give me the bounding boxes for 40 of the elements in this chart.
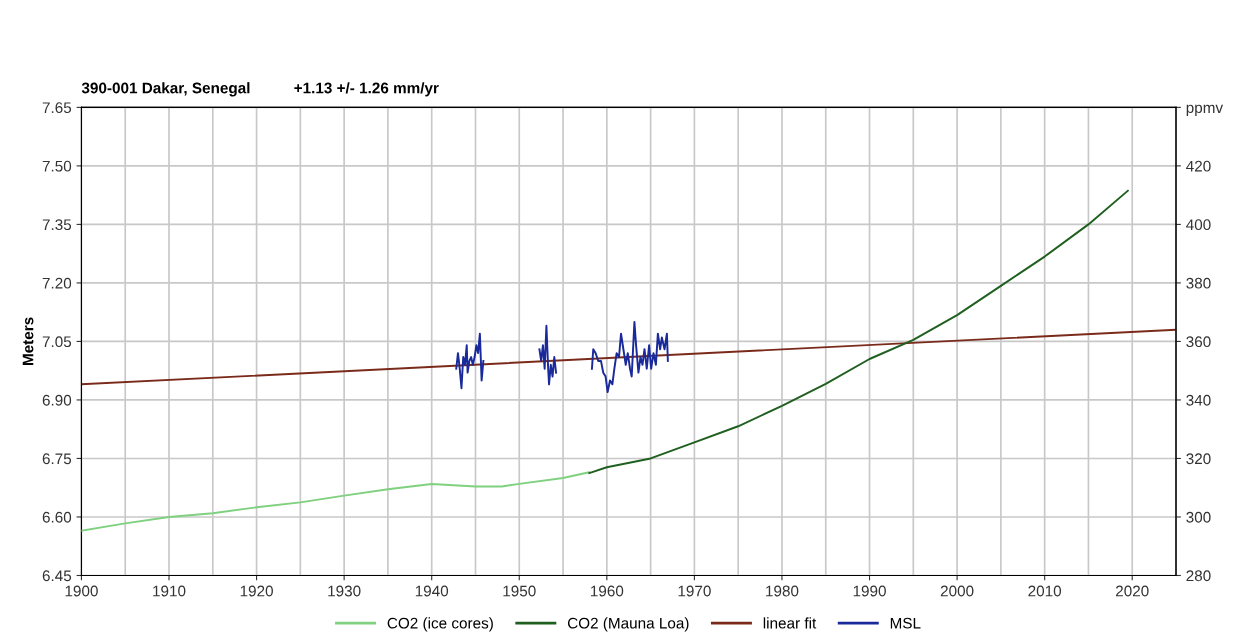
x-tick-label: 1900 [65, 585, 98, 597]
x-tick-label: 1910 [153, 585, 186, 597]
y2-tick-label: 420 [1186, 160, 1211, 172]
y-tick-label: 7.35 [42, 219, 72, 231]
y-tick-label: 6.90 [42, 394, 72, 406]
legend-label: MSL [890, 617, 921, 629]
legend-label: linear fit [763, 617, 817, 629]
y2-tick-label: 320 [1186, 453, 1211, 465]
y-tick-label: 6.60 [42, 511, 72, 523]
y2-tick-label: 380 [1186, 277, 1211, 289]
y-tick-label: 7.20 [42, 277, 72, 289]
x-tick-label: 1950 [503, 585, 536, 597]
x-tick-label: 1930 [328, 585, 361, 597]
y2-tick-label: 300 [1186, 511, 1211, 523]
chart-subtitle: +1.13 +/- 1.26 mm/yr [294, 82, 439, 97]
line-series [588, 189, 1129, 475]
y2-tick-label: 360 [1186, 336, 1211, 348]
y-tick-label: 7.50 [42, 160, 72, 172]
y2-tick-label: 340 [1186, 394, 1211, 406]
x-tick-label: 1980 [766, 585, 799, 597]
x-tick-label: 2000 [940, 585, 974, 597]
y-tick-label: 6.45 [42, 570, 72, 582]
y-tick-label: 6.75 [42, 453, 72, 465]
chart-title: 390-001 Dakar, Senegal [81, 82, 250, 97]
y2-tick-label: ppmv [1186, 104, 1224, 117]
y-axis-title: Meters [22, 317, 34, 366]
x-tick-label: 1940 [415, 585, 449, 597]
x-tick-label: 2020 [1116, 585, 1149, 597]
legend-label: CO2 (Mauna Loa) [567, 617, 689, 632]
x-tick-label: 1990 [853, 585, 886, 597]
y-tick-label: 7.05 [42, 336, 72, 348]
y2-tick-label: 280 [1186, 570, 1211, 582]
y-tick-label: 7.65 [42, 102, 72, 114]
y2-tick-label: 400 [1186, 219, 1211, 231]
x-tick-label: 1920 [240, 585, 273, 597]
x-tick-label: 1970 [678, 585, 711, 597]
x-tick-label: 2010 [1028, 585, 1062, 597]
x-tick-label: 1960 [591, 585, 624, 597]
line-series [81, 471, 591, 532]
legend-label: CO2 (ice cores) [387, 617, 493, 632]
